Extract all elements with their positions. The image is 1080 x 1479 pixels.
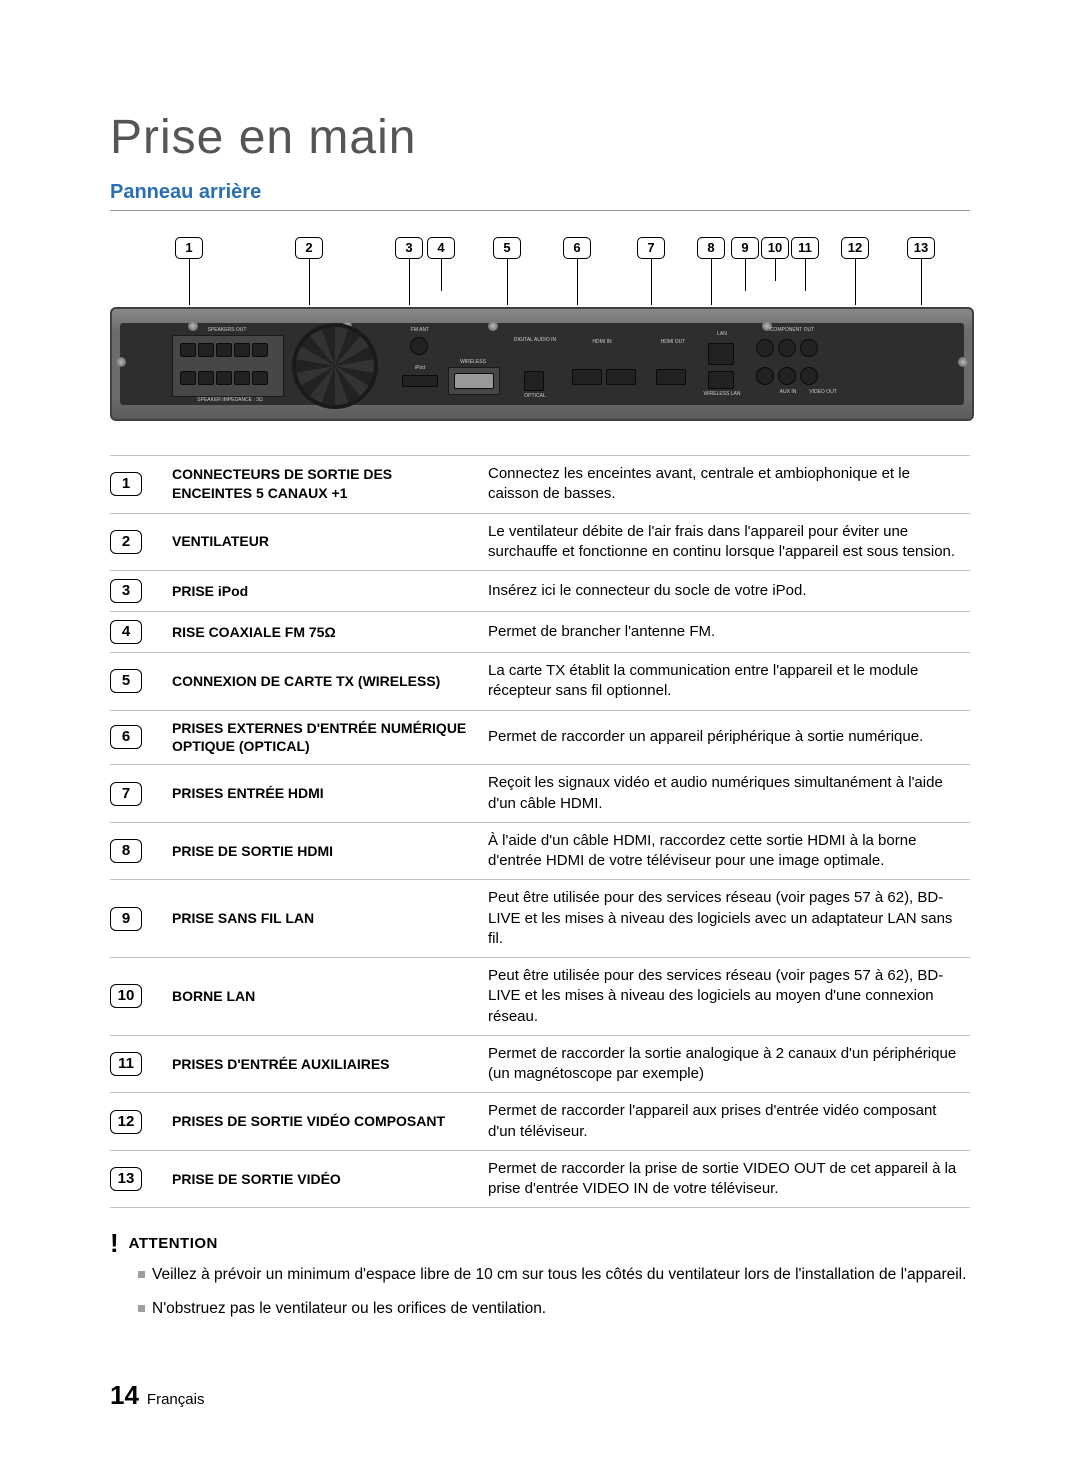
callout-9: 9 [731, 237, 759, 259]
row-number-badge: 4 [110, 620, 142, 644]
row-name: PRISE DE SORTIE HDMI [164, 822, 480, 880]
row-name: PRISE iPod [164, 571, 480, 612]
callout-2: 2 [295, 237, 323, 259]
label-wireless-lan: WIRELESS LAN [692, 391, 752, 397]
row-description: Peut être utilisée pour des services rés… [480, 880, 970, 958]
row-name: PRISES EXTERNES D'ENTRÉE NUMÉRIQUE OPTIQ… [164, 710, 480, 765]
row-number-badge: 10 [110, 984, 142, 1008]
callout-5: 5 [493, 237, 521, 259]
attention-block: ! ATTENTION Veillez à prévoir un minimum… [110, 1230, 970, 1319]
row-name: VENTILATEUR [164, 513, 480, 571]
page-language: Français [147, 1391, 205, 1408]
label-speaker-impedance: SPEAKER IMPEDANCE : 3Ω [160, 397, 300, 403]
callout-4: 4 [427, 237, 455, 259]
attention-list: Veillez à prévoir un minimum d'espace li… [110, 1264, 970, 1319]
row-number-badge: 7 [110, 782, 142, 806]
callout-row: 12345678910111213 [110, 237, 970, 307]
row-description: Permet de raccorder l'appareil aux prise… [480, 1093, 970, 1151]
callout-1: 1 [175, 237, 203, 259]
row-number-badge: 2 [110, 530, 142, 554]
label-lan: LAN [702, 331, 742, 337]
row-number-badge: 9 [110, 907, 142, 931]
rear-panel-illustration: SPEAKERS OUT SPEAKER IMPEDANCE : 3Ω FM A… [110, 307, 974, 421]
table-row: 4 RISE COAXIALE FM 75ΩPermet de brancher … [110, 612, 970, 653]
row-name: PRISE SANS FIL LAN [164, 880, 480, 958]
rear-panel-diagram: 12345678910111213 SPEAKERS OUT SPEAKER I… [110, 237, 970, 421]
attention-icon: ! [110, 1230, 119, 1256]
callout-6: 6 [563, 237, 591, 259]
row-description: À l'aide d'un câble HDMI, raccordez cett… [480, 822, 970, 880]
callout-8: 8 [697, 237, 725, 259]
row-number-badge: 5 [110, 669, 142, 693]
table-row: 9 PRISE SANS FIL LANPeut être utilisée po… [110, 880, 970, 958]
row-description: Permet de raccorder la prise de sortie V… [480, 1150, 970, 1208]
row-number-badge: 6 [110, 725, 142, 749]
table-row: 2 VENTILATEURLe ventilateur débite de l'a… [110, 513, 970, 571]
page: Prise en main Panneau arrière 1234567891… [0, 0, 1080, 1471]
page-number: 14 [110, 1380, 139, 1411]
label-digital-audio-in: DIGITAL AUDIO IN [510, 337, 560, 343]
label-optical: OPTICAL [510, 393, 560, 399]
label-ipod: iPod [400, 365, 440, 371]
chapter-title: Prise en main [110, 110, 970, 165]
attention-label: ATTENTION [129, 1235, 218, 1252]
table-row: 7 PRISES ENTRÉE HDMIReçoit les signaux vi… [110, 765, 970, 823]
table-row: 8 PRISE DE SORTIE HDMIÀ l'aide d'un câble… [110, 822, 970, 880]
fan-icon [292, 323, 378, 409]
row-name: PRISES DE SORTIE VIDÉO COMPOSANT [164, 1093, 480, 1151]
row-description: Connectez les enceintes avant, centrale … [480, 456, 970, 514]
row-number-badge: 1 [110, 472, 142, 496]
row-name: RISE COAXIALE FM 75Ω [164, 612, 480, 653]
row-description: La carte TX établit la communication ent… [480, 653, 970, 711]
attention-item: N'obstruez pas le ventilateur ou les ori… [138, 1298, 970, 1320]
row-number-badge: 13 [110, 1167, 142, 1191]
section-title: Panneau arrière [110, 181, 970, 211]
label-wireless: WIRELESS [448, 359, 498, 365]
row-name: CONNECTEURS DE SORTIE DES ENCEINTES 5 CA… [164, 456, 480, 514]
table-row: 3 PRISE iPodInsérez ici le connecteur du … [110, 571, 970, 612]
row-number-badge: 3 [110, 579, 142, 603]
attention-item: Veillez à prévoir un minimum d'espace li… [138, 1264, 970, 1286]
label-video-out: VIDEO OUT [798, 389, 848, 395]
row-description: Le ventilateur débite de l'air frais dan… [480, 513, 970, 571]
callout-11: 11 [791, 237, 819, 259]
row-number-badge: 8 [110, 839, 142, 863]
page-footer: 14 Français [110, 1380, 970, 1411]
row-description: Permet de brancher l'antenne FM. [480, 612, 970, 653]
connector-table: 1 CONNECTEURS DE SORTIE DES ENCEINTES 5 C… [110, 455, 970, 1208]
row-number-badge: 11 [110, 1052, 142, 1076]
row-description: Insérez ici le connecteur du socle de vo… [480, 571, 970, 612]
table-row: 10 BORNE LANPeut être utilisée pour des s… [110, 958, 970, 1036]
row-description: Peut être utilisée pour des services rés… [480, 958, 970, 1036]
table-row: 6 PRISES EXTERNES D'ENTRÉE NUMÉRIQUE OPTI… [110, 710, 970, 765]
table-row: 12 PRISES DE SORTIE VIDÉO COMPOSANTPermet… [110, 1093, 970, 1151]
row-name: PRISE DE SORTIE VIDÉO [164, 1150, 480, 1208]
callout-10: 10 [761, 237, 789, 259]
row-name: PRISES ENTRÉE HDMI [164, 765, 480, 823]
table-row: 5 CONNEXION DE CARTE TX (WIRELESS)La cart… [110, 653, 970, 711]
label-hdmi-out: HDMI OUT [648, 339, 698, 345]
row-description: Permet de raccorder un appareil périphér… [480, 710, 970, 765]
row-name: PRISES D'ENTRÉE AUXILIAIRES [164, 1035, 480, 1093]
label-component-out: COMPONENT OUT [752, 327, 832, 333]
table-row: 1 CONNECTEURS DE SORTIE DES ENCEINTES 5 C… [110, 456, 970, 514]
table-row: 11 PRISES D'ENTRÉE AUXILIAIRESPermet de r… [110, 1035, 970, 1093]
label-fm-ant: FM ANT [400, 327, 440, 333]
label-hdmi-in: HDMI IN [572, 339, 632, 345]
row-description: Reçoit les signaux vidéo et audio numéri… [480, 765, 970, 823]
callout-7: 7 [637, 237, 665, 259]
callout-13: 13 [907, 237, 935, 259]
row-name: BORNE LAN [164, 958, 480, 1036]
callout-3: 3 [395, 237, 423, 259]
table-row: 13 PRISE DE SORTIE VIDÉOPermet de raccord… [110, 1150, 970, 1208]
callout-12: 12 [841, 237, 869, 259]
row-name: CONNEXION DE CARTE TX (WIRELESS) [164, 653, 480, 711]
row-description: Permet de raccorder la sortie analogique… [480, 1035, 970, 1093]
label-speakers-out: SPEAKERS OUT [172, 327, 282, 333]
row-number-badge: 12 [110, 1110, 142, 1134]
